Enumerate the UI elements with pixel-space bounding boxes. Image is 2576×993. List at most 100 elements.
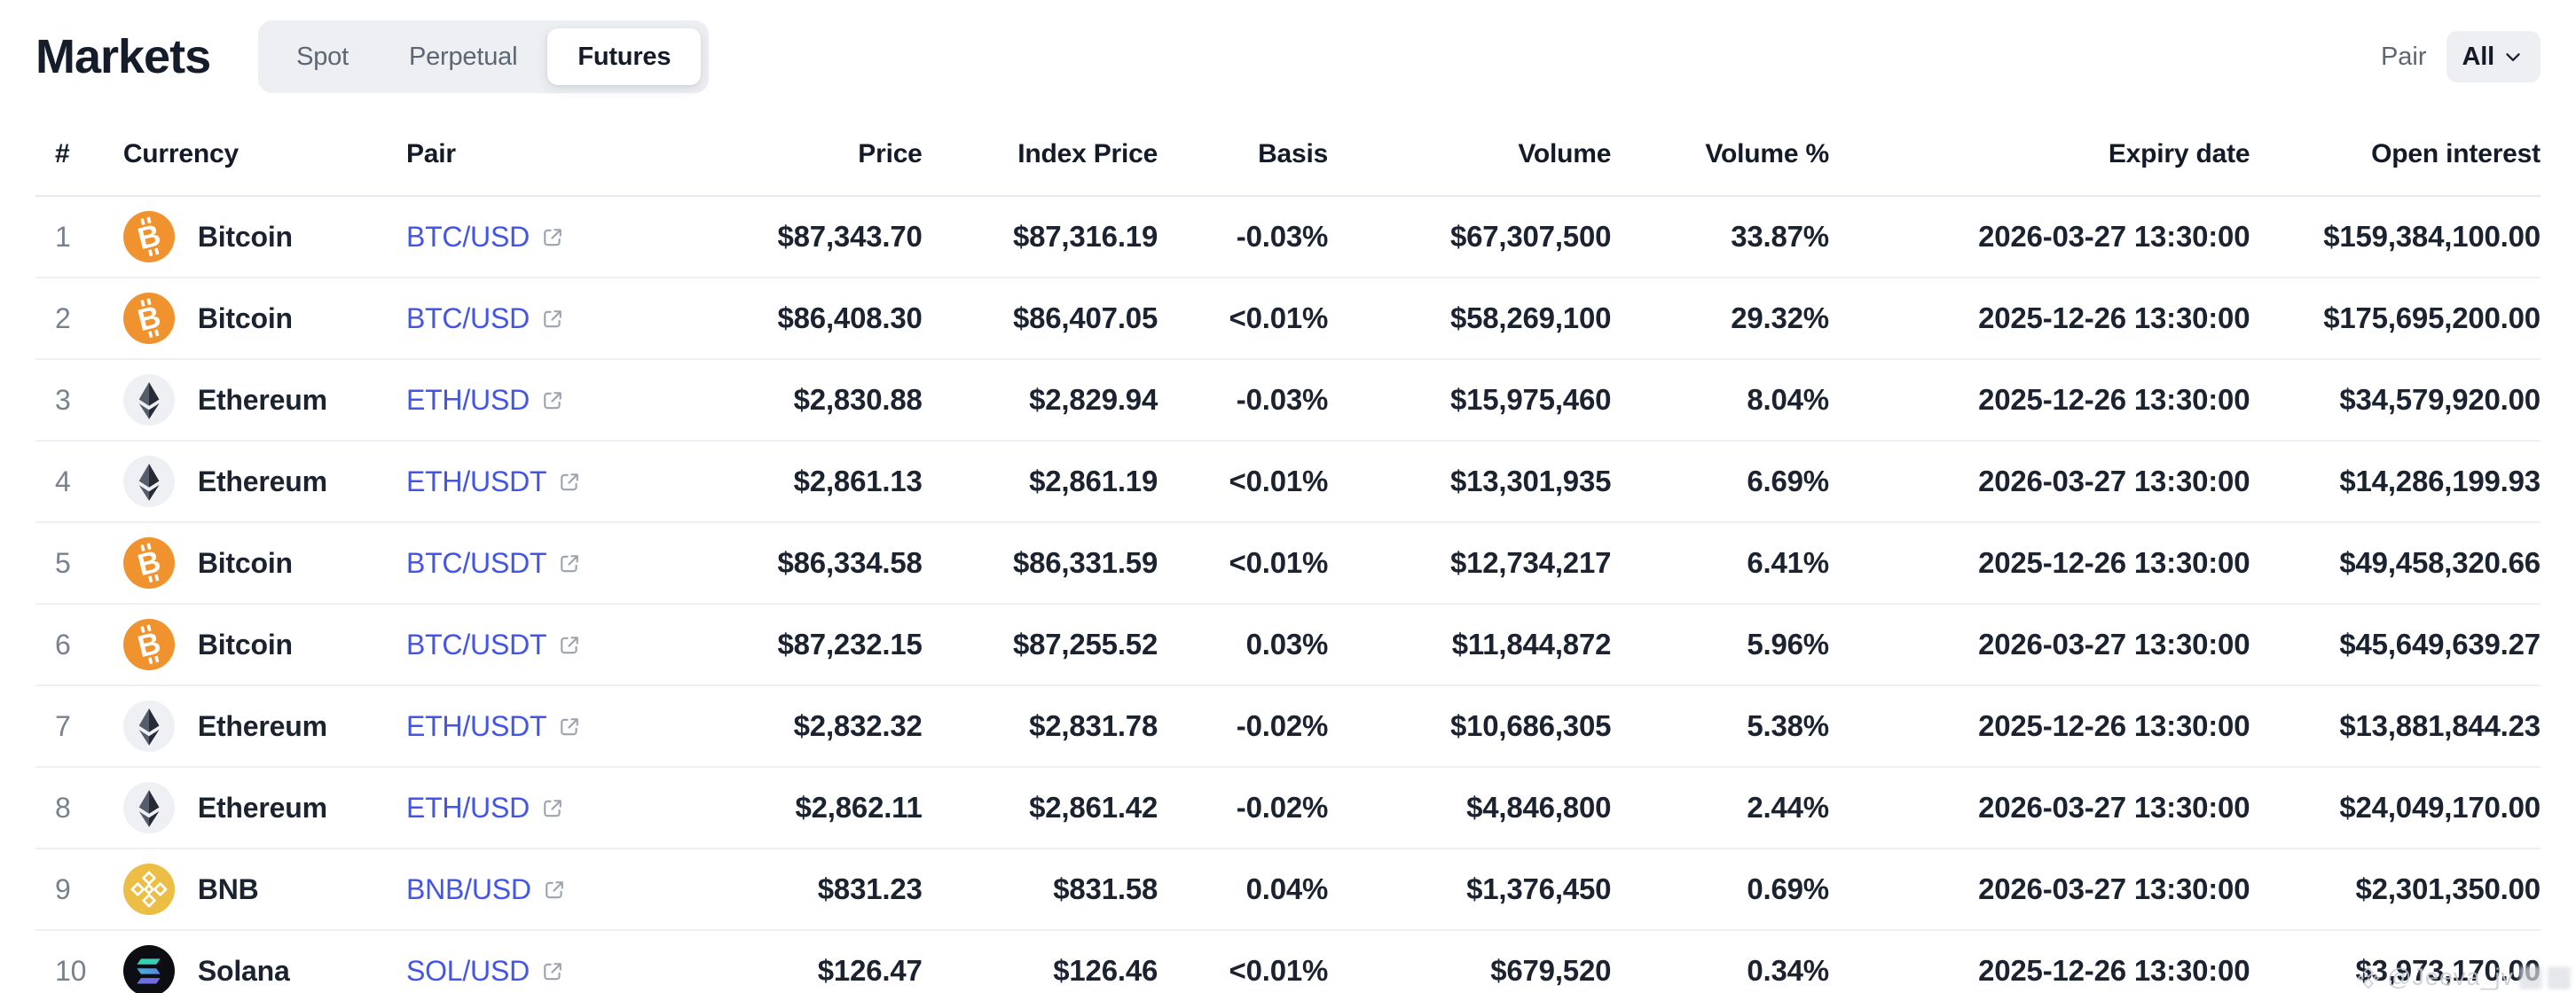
- pair-link[interactable]: ETH/USD: [406, 792, 565, 825]
- pair-label: ETH/USDT: [405, 710, 547, 742]
- currency-name: Solana: [197, 954, 290, 987]
- expiry-date-cell: 2026-03-27 13:30:00: [1978, 465, 2250, 497]
- pair-link[interactable]: BTC/USD: [406, 302, 565, 335]
- external-link-icon: [540, 796, 565, 821]
- column-header-pair: Pair: [405, 139, 456, 168]
- expiry-date-cell: 2026-03-27 13:30:00: [1978, 791, 2250, 824]
- external-link-icon: [542, 878, 567, 903]
- price-cell: $86,334.58: [777, 546, 923, 579]
- external-link-icon: [557, 551, 582, 576]
- pair-link[interactable]: BTC/USD: [406, 221, 565, 254]
- basis-cell: -0.03%: [1236, 383, 1329, 416]
- column-header-currency: Currency: [122, 139, 239, 168]
- volume-pct-cell: 6.41%: [1747, 546, 1829, 579]
- currency-cell: Ethereum: [122, 374, 406, 426]
- table-row[interactable]: 2 B Bitcoin BTC/USD $86,408.30 $86,407.05 <…: [35, 278, 2541, 360]
- index-price-cell: $86,407.05: [1012, 301, 1158, 334]
- table-row[interactable]: 10 Solana SOL/USD $126.47 $126.46 <0.01% $67…: [35, 931, 2541, 993]
- price-cell: $126.47: [817, 954, 923, 987]
- table-row[interactable]: 3 Ethereum ETH/USD $2,830.88 $2,829.94 -0.0…: [35, 360, 2541, 442]
- column-header-volume: Volume: [1518, 139, 1612, 168]
- pair-filter-dropdown[interactable]: All: [2446, 31, 2541, 82]
- volume-pct-cell: 2.44%: [1747, 791, 1829, 824]
- currency-cell: Ethereum: [122, 782, 406, 833]
- rank-cell: 8: [55, 791, 71, 824]
- open-interest-cell: $13,881,844.23: [2339, 709, 2541, 742]
- rank-cell: 5: [55, 546, 71, 579]
- table-row[interactable]: 4 Ethereum ETH/USDT $2,861.13 $2,861.19 <0.…: [35, 442, 2541, 523]
- pair-label: ETH/USD: [405, 384, 530, 416]
- open-interest-cell: $49,458,320.66: [2339, 546, 2541, 579]
- pair-filter-label: Pair: [2380, 42, 2427, 71]
- pair-link[interactable]: ETH/USDT: [406, 465, 582, 498]
- bitcoin-icon: B: [122, 211, 175, 262]
- volume-pct-cell: 33.87%: [1731, 220, 1829, 253]
- open-interest-cell: $24,049,170.00: [2339, 791, 2541, 824]
- price-cell: $2,862.11: [795, 791, 923, 824]
- pair-label: BTC/USD: [405, 302, 530, 334]
- rank-cell: 6: [55, 628, 71, 661]
- ethereum-icon: [122, 456, 175, 507]
- tab-futures[interactable]: Futures: [547, 28, 702, 85]
- volume-cell: $679,520: [1490, 954, 1612, 987]
- pair-label: BTC/USD: [405, 221, 530, 253]
- rank-cell: 2: [55, 301, 71, 334]
- pair-link[interactable]: BTC/USDT: [406, 629, 582, 661]
- pair-cell: BNB/USD: [406, 872, 699, 906]
- column-header-volume: Volume %: [1705, 139, 1829, 168]
- pair-label: BTC/USDT: [405, 629, 547, 661]
- table-row[interactable]: 5 B Bitcoin BTC/USDT $86,334.58 $86,331.59…: [35, 523, 2541, 605]
- currency-name: Ethereum: [197, 383, 327, 416]
- pair-link[interactable]: ETH/USDT: [406, 710, 582, 743]
- basis-cell: 0.04%: [1245, 872, 1329, 905]
- tab-spot[interactable]: Spot: [266, 28, 379, 85]
- pair-link[interactable]: ETH/USD: [406, 384, 565, 417]
- basis-cell: -0.02%: [1236, 791, 1329, 824]
- bitcoin-icon: B: [122, 293, 175, 344]
- pair-filter: Pair All: [2381, 31, 2541, 82]
- basis-cell: 0.03%: [1245, 628, 1329, 661]
- expiry-date-cell: 2025-12-26 13:30:00: [1978, 301, 2250, 334]
- index-price-cell: $831.58: [1053, 872, 1158, 905]
- pair-label: BTC/USDT: [405, 547, 547, 579]
- currency-name: Bitcoin: [197, 220, 293, 253]
- currency-cell: B Bitcoin: [122, 537, 406, 589]
- pair-link[interactable]: BNB/USD: [406, 873, 567, 906]
- expiry-date-cell: 2026-03-27 13:30:00: [1978, 628, 2250, 661]
- pair-label: BNB/USD: [405, 873, 531, 905]
- table-row[interactable]: 8 Ethereum ETH/USD $2,862.11 $2,861.42 -0.0…: [35, 768, 2541, 849]
- ethereum-icon: [122, 700, 175, 752]
- column-header-price: Price: [858, 139, 923, 168]
- table-row[interactable]: 1 B Bitcoin BTC/USD $87,343.70 $87,316.19-…: [35, 197, 2541, 278]
- rank-cell: 9: [55, 872, 71, 905]
- expiry-date-cell: 2026-03-27 13:30:00: [1978, 872, 2250, 905]
- external-link-icon: [557, 633, 582, 658]
- volume-cell: $58,269,100: [1449, 301, 1612, 334]
- table-row[interactable]: 6 B Bitcoin BTC/USDT $87,232.15 $87,255.52…: [35, 605, 2541, 686]
- open-interest-cell: $14,286,199.93: [2339, 465, 2541, 497]
- rank-cell: 3: [55, 383, 71, 416]
- index-price-cell: $2,861.19: [1029, 465, 1158, 497]
- ethereum-icon: [122, 782, 175, 833]
- tab-perpetual[interactable]: Perpetual: [379, 28, 547, 85]
- table-row[interactable]: 7 Ethereum ETH/USDT $2,832.32 $2,831.78 -0.…: [35, 686, 2541, 768]
- pair-cell: ETH/USD: [406, 791, 699, 825]
- volume-cell: $15,975,460: [1449, 383, 1612, 416]
- table-row[interactable]: 9 BNB BNB/USD $831.23 $831.58 0.04% $1,376,4…: [35, 849, 2541, 931]
- pair-cell: ETH/USD: [406, 383, 699, 417]
- currency-cell: Ethereum: [122, 700, 406, 752]
- volume-pct-cell: 29.32%: [1731, 301, 1829, 334]
- column-header-index-price: Index Price: [1017, 139, 1158, 168]
- pair-cell: SOL/USD: [406, 954, 699, 988]
- markets-table: # Currency Pair Price Index Price Basis Volume…: [0, 113, 2576, 993]
- pair-link[interactable]: BTC/USDT: [406, 547, 582, 580]
- open-interest-cell: $175,695,200.00: [2323, 301, 2541, 334]
- column-header-expiry-date: Expiry date: [2108, 139, 2250, 168]
- market-type-tabs: Spot Perpetual Futures: [258, 20, 710, 93]
- pair-link[interactable]: SOL/USD: [406, 955, 565, 988]
- volume-cell: $67,307,500: [1449, 220, 1612, 253]
- volume-pct-cell: 0.34%: [1747, 954, 1829, 987]
- column-header-open-interest: Open interest: [2371, 139, 2541, 168]
- expiry-date-cell: 2025-12-26 13:30:00: [1978, 954, 2250, 987]
